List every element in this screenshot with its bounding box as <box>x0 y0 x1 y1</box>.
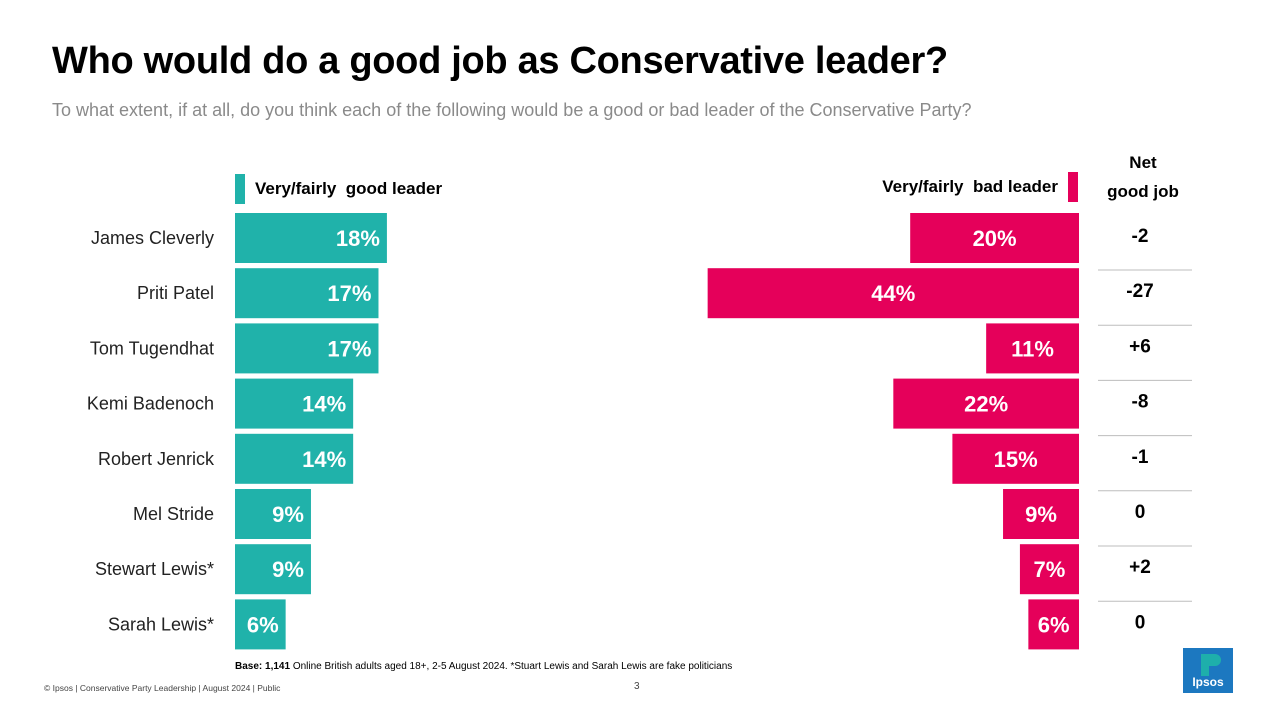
net-value: -2 <box>1132 226 1149 247</box>
legend-bad-swatch <box>1068 172 1078 202</box>
legend-good-label: Very/fairly good leader <box>255 179 443 198</box>
page-subtitle: To what extent, if at all, do you think … <box>52 100 972 120</box>
bad-bar <box>893 378 1079 429</box>
bad-bar <box>1028 599 1079 650</box>
good-bar <box>235 213 387 263</box>
bad-value-label: 20% <box>973 226 1017 251</box>
bad-value-label: 7% <box>1034 557 1066 582</box>
legend-good-swatch <box>235 174 245 204</box>
good-value-label: 9% <box>272 557 304 582</box>
net-value: 0 <box>1135 502 1146 523</box>
net-value: +2 <box>1129 557 1151 578</box>
bad-value-label: 11% <box>1011 336 1054 361</box>
net-value: -27 <box>1126 281 1153 302</box>
page-number: 3 <box>634 681 640 692</box>
good-bar <box>235 378 354 429</box>
good-bar <box>235 323 379 374</box>
legend-bad-label: Very/fairly bad leader <box>882 177 1058 196</box>
ipsos-logo-text: Ipsos <box>1192 675 1224 689</box>
bad-bar <box>910 213 1079 263</box>
category-label: Sarah Lewis* <box>108 614 214 634</box>
bad-bar <box>952 433 1079 484</box>
base-label: Base: 1,141 <box>235 661 291 672</box>
category-label: Stewart Lewis* <box>95 559 214 579</box>
bad-bar <box>707 268 1079 319</box>
net-header-line2: good job <box>1107 182 1179 201</box>
good-value-label: 14% <box>302 447 346 472</box>
ipsos-logo-mark <box>1201 654 1221 676</box>
bad-value-label: 6% <box>1038 612 1070 637</box>
good-value-label: 18% <box>336 226 380 251</box>
good-bar <box>235 599 286 650</box>
bad-value-label: 44% <box>871 281 915 306</box>
bad-value-label: 22% <box>964 392 1008 417</box>
good-value-label: 9% <box>272 502 304 527</box>
bad-bar <box>1003 489 1079 539</box>
net-value: +6 <box>1129 336 1151 357</box>
legend-good: Very/fairly good leader <box>235 174 442 204</box>
base-note: Base: 1,141 Online British adults aged 1… <box>235 661 732 672</box>
good-bar <box>235 489 311 539</box>
ipsos-logo: Ipsos <box>1183 648 1233 693</box>
net-value: -8 <box>1132 392 1149 413</box>
good-bar <box>235 268 379 319</box>
legend-bad: Very/fairly bad leader <box>882 172 1078 202</box>
category-label: Mel Stride <box>133 504 214 524</box>
category-label: Kemi Badenoch <box>87 394 214 414</box>
good-bar <box>235 433 354 484</box>
good-value-label: 14% <box>302 392 346 417</box>
base-text: Online British adults aged 18+, 2-5 Augu… <box>290 661 733 672</box>
net-value: -1 <box>1132 447 1149 468</box>
category-label: Priti Patel <box>137 283 214 303</box>
bad-bar <box>1019 544 1079 595</box>
net-value: 0 <box>1135 612 1146 633</box>
net-header: Net good job <box>1100 148 1186 206</box>
good-value-label: 6% <box>247 612 279 637</box>
good-bar <box>235 544 311 595</box>
category-label: Robert Jenrick <box>98 449 215 469</box>
category-label: James Cleverly <box>91 228 214 248</box>
footer: © Ipsos | Conservative Party Leadership … <box>44 683 281 693</box>
page-title: Who would do a good job as Conservative … <box>52 40 948 82</box>
bad-value-label: 9% <box>1025 502 1057 527</box>
bad-value-label: 15% <box>994 447 1038 472</box>
category-label: Tom Tugendhat <box>90 338 214 358</box>
bad-bar <box>986 323 1079 374</box>
good-value-label: 17% <box>327 336 371 361</box>
good-value-label: 17% <box>327 281 371 306</box>
net-header-line1: Net <box>1129 153 1157 172</box>
